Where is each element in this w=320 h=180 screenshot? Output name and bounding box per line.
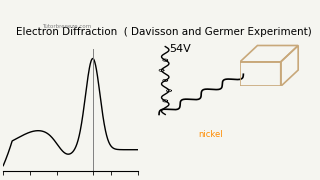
Text: nickel: nickel — [199, 130, 223, 139]
Text: Electron Diffraction  ( Davisson and Germer Experiment): Electron Diffraction ( Davisson and Germ… — [16, 27, 312, 37]
Text: Tutorbreeeze.com: Tutorbreeeze.com — [43, 24, 92, 29]
Text: 54V: 54V — [169, 44, 191, 54]
